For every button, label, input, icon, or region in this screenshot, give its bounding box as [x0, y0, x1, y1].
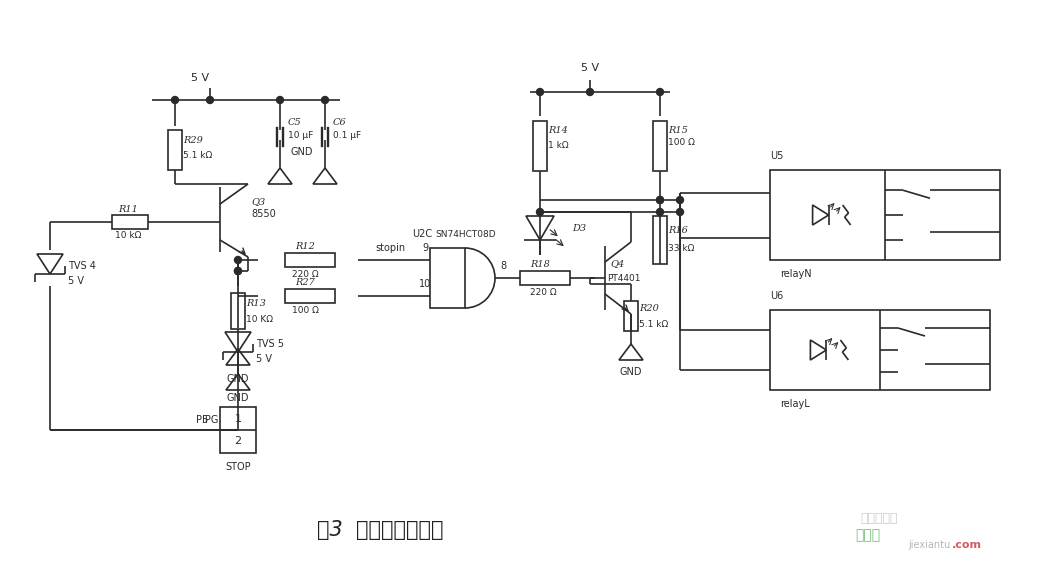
Text: C6: C6 [333, 118, 347, 127]
Text: SN74HCT08D: SN74HCT08D [435, 229, 495, 239]
Text: 10 KΩ: 10 KΩ [246, 315, 273, 324]
Text: STOP: STOP [225, 462, 250, 472]
Text: R12: R12 [295, 241, 315, 250]
Bar [624, 301, 638, 331]
Circle shape [234, 268, 242, 274]
Text: C5: C5 [288, 118, 301, 127]
Circle shape [172, 97, 178, 103]
Text: 5 V: 5 V [191, 73, 209, 83]
Circle shape [321, 97, 329, 103]
Text: 100 Ω: 100 Ω [292, 306, 319, 315]
Text: 0.1 μF: 0.1 μF [333, 131, 361, 140]
Circle shape [677, 208, 683, 215]
Text: 10 kΩ: 10 kΩ [115, 231, 141, 240]
Bar [168, 130, 182, 170]
Bar [653, 216, 667, 264]
Circle shape [657, 197, 663, 203]
Text: 10 μF: 10 μF [288, 131, 313, 140]
Circle shape [234, 257, 242, 264]
Text: 33 kΩ: 33 kΩ [668, 244, 694, 253]
Bar [770, 170, 1001, 260]
Text: TVS 4: TVS 4 [68, 261, 95, 271]
Circle shape [587, 89, 593, 95]
Text: R14: R14 [547, 126, 568, 135]
Circle shape [277, 97, 283, 103]
Text: 5 V: 5 V [68, 276, 84, 286]
Text: 图3  继电器驱动电路: 图3 继电器驱动电路 [317, 520, 443, 540]
Circle shape [537, 89, 543, 95]
Text: U5: U5 [770, 151, 783, 161]
Text: 8: 8 [500, 261, 506, 271]
Text: 5 V: 5 V [256, 354, 272, 364]
Circle shape [657, 197, 663, 203]
Text: 8550: 8550 [251, 209, 276, 219]
Text: R16: R16 [668, 225, 688, 235]
Text: 2: 2 [234, 436, 242, 446]
Bar [770, 310, 990, 390]
Text: 5.1 kΩ: 5.1 kΩ [639, 320, 668, 328]
Text: R27: R27 [295, 278, 315, 286]
Text: U6: U6 [770, 291, 783, 301]
Bar [520, 271, 570, 285]
Bar [285, 253, 335, 267]
Text: stopin: stopin [375, 243, 405, 253]
Text: R20: R20 [639, 303, 659, 312]
Bar [231, 293, 245, 329]
Text: Q4: Q4 [610, 260, 624, 269]
Bar [430, 248, 465, 308]
Text: PT4401: PT4401 [607, 274, 641, 282]
Circle shape [677, 197, 683, 203]
Bar [220, 407, 256, 453]
Text: 220 Ω: 220 Ω [292, 269, 318, 278]
Text: 1 kΩ: 1 kΩ [547, 140, 569, 149]
Text: U2C: U2C [412, 229, 432, 239]
Text: GND: GND [227, 374, 249, 384]
Text: 接线图: 接线图 [855, 528, 881, 542]
Text: R18: R18 [530, 260, 550, 269]
Text: relayL: relayL [780, 399, 810, 409]
Text: R11: R11 [118, 204, 138, 214]
Text: 电子发烧友: 电子发烧友 [860, 512, 898, 524]
Circle shape [657, 208, 663, 215]
Text: D3: D3 [572, 223, 586, 232]
Text: 5.1 kΩ: 5.1 kΩ [182, 151, 212, 160]
Bar [285, 289, 335, 303]
Text: 1: 1 [234, 414, 242, 424]
Circle shape [657, 89, 663, 95]
Text: R13: R13 [246, 299, 266, 307]
Bar [653, 121, 667, 171]
Text: R29: R29 [182, 136, 203, 144]
Circle shape [207, 97, 213, 103]
Text: 10: 10 [419, 279, 431, 289]
Text: .com: .com [952, 540, 982, 550]
Text: Q3: Q3 [251, 198, 265, 207]
Text: R15: R15 [668, 126, 688, 135]
Bar [533, 121, 547, 171]
Text: GND: GND [227, 393, 249, 403]
Text: 220 Ω: 220 Ω [530, 287, 557, 296]
Text: GND: GND [620, 367, 642, 377]
Text: 9: 9 [422, 243, 428, 253]
Text: P5: P5 [195, 415, 208, 425]
Circle shape [537, 208, 543, 215]
Text: relayN: relayN [780, 269, 812, 279]
Text: GND: GND [291, 147, 313, 157]
Text: TVS 5: TVS 5 [256, 339, 284, 349]
Bar [112, 215, 147, 229]
Text: 5 V: 5 V [581, 63, 599, 73]
Text: 100 Ω: 100 Ω [668, 137, 695, 147]
Text: IPG: IPG [202, 415, 218, 425]
Text: jiexiantu: jiexiantu [908, 540, 951, 550]
Circle shape [234, 268, 242, 274]
